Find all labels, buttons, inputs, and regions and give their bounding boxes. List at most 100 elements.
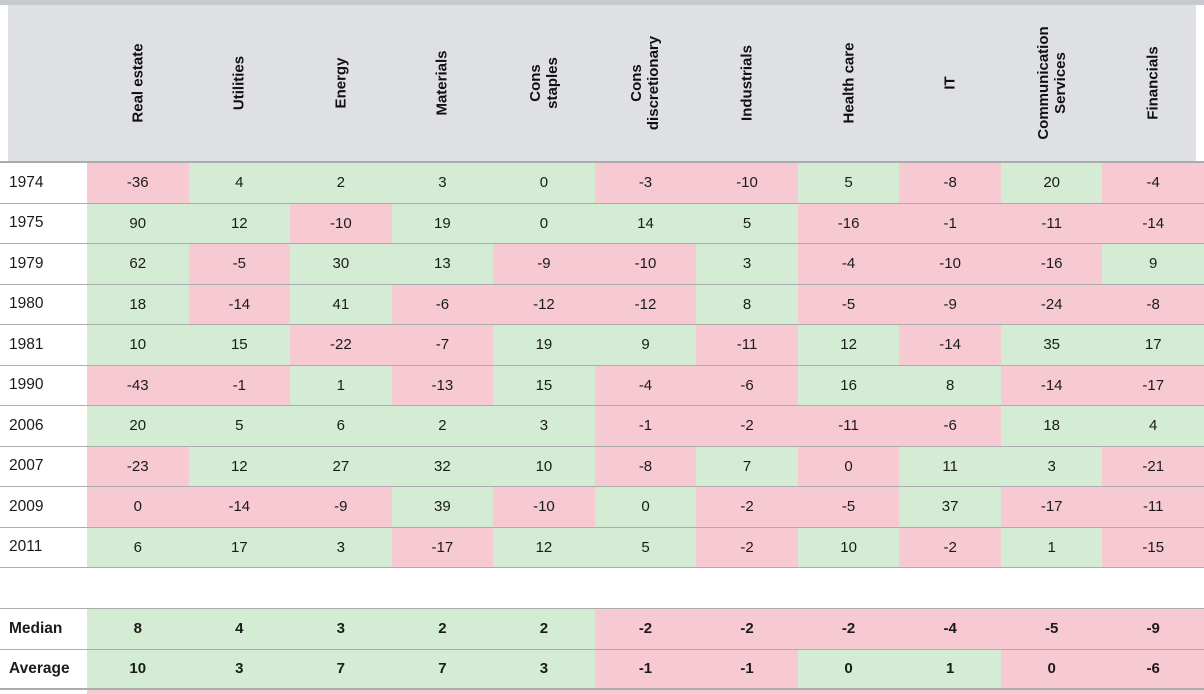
table-cell: 9 xyxy=(1102,244,1204,284)
table-cell: -14 xyxy=(1102,203,1204,243)
table-cell: -10 xyxy=(594,244,697,284)
table-cell: -17 xyxy=(1000,487,1103,527)
table-cell: 0 xyxy=(594,487,697,527)
table-cell: -1 xyxy=(594,649,697,688)
table-cell: 2 xyxy=(290,163,392,203)
column-header-label: Utilities xyxy=(230,55,248,111)
row-label: 2007 xyxy=(0,446,87,486)
table-cell: 3 xyxy=(1000,446,1103,486)
table-cell: 3 xyxy=(493,649,595,688)
table-cell: -9 xyxy=(1102,609,1204,649)
table-cell: -14 xyxy=(188,487,291,527)
table-cell: 5 xyxy=(797,163,900,203)
column-header-label: Cons discretionary xyxy=(628,35,663,131)
table-cell: -11 xyxy=(797,406,900,446)
table-cell: -6 xyxy=(1102,649,1204,688)
column-header-cons-discretionary: Cons discretionary xyxy=(595,5,697,161)
table-cell: 8 xyxy=(696,284,798,324)
table-cell: -2 xyxy=(696,406,798,446)
section-gap xyxy=(0,568,1204,609)
table-cell: -4 xyxy=(797,244,900,284)
table-cell: -3 xyxy=(594,163,697,203)
table-cell: 20 xyxy=(1000,163,1103,203)
table-cell: 4 xyxy=(188,609,291,649)
table-cell: 15 xyxy=(188,325,291,365)
table-cell: -16 xyxy=(797,203,900,243)
table-cell: -14 xyxy=(1000,365,1103,405)
table-cell: -10 xyxy=(290,203,392,243)
table-cell: -43 xyxy=(87,365,189,405)
table-cell: -5 xyxy=(188,244,291,284)
column-header-cons-staples: Cons staples xyxy=(493,5,595,161)
table-cell: 10 xyxy=(493,446,595,486)
table-cell: 2 xyxy=(391,609,494,649)
table-cell: 3 xyxy=(290,609,392,649)
table-cell: 1 xyxy=(290,365,392,405)
table-cell: 7 xyxy=(391,649,494,688)
table-cell: 1 xyxy=(899,649,1001,688)
table-cell: -22 xyxy=(290,325,392,365)
column-header-health-care: Health care xyxy=(798,5,900,161)
table-cell: 3 xyxy=(391,163,494,203)
table-cell: -5 xyxy=(797,284,900,324)
table-cell: 20 xyxy=(87,406,189,446)
row-label: 1980 xyxy=(0,284,87,324)
table-cell: 8 xyxy=(87,609,189,649)
table-cell: -15 xyxy=(1102,527,1204,567)
table-cell: -4 xyxy=(1102,163,1204,203)
table-cell: 4 xyxy=(1102,406,1204,446)
table-row-1981: 1981 10 15 -22 -7 19 9 -11 12 -14 35 17 xyxy=(0,325,1204,366)
table-cell: 27 xyxy=(290,446,392,486)
column-header-communication-services: Communication Services xyxy=(1001,5,1103,161)
table-cell: 0 xyxy=(493,203,595,243)
table-cell: -7 xyxy=(391,325,494,365)
table-cell: -2 xyxy=(797,609,900,649)
table-header: Real estate Utilities Energy Materials Cons … xyxy=(0,5,1204,163)
header-row: Real estate Utilities Energy Materials Cons … xyxy=(0,5,1204,161)
table-row-2006: 2006 20 5 6 2 3 -1 -2 -11 -6 18 4 xyxy=(0,406,1204,447)
table-cell: -4 xyxy=(899,609,1001,649)
table-cell: -9 xyxy=(493,244,595,284)
table-cell: 35 xyxy=(1000,325,1103,365)
table-cell: -14 xyxy=(899,325,1001,365)
column-header-industrials: Industrials xyxy=(696,5,798,161)
summary-rows: Median 8 4 3 2 2 -2 -2 -2 -4 -5 -9 Average 10 3 7 7 3 -1 -1… xyxy=(0,609,1204,690)
table-cell: -10 xyxy=(493,487,595,527)
table-row-1975: 1975 90 12 -10 19 0 14 5 -16 -1 -11 -14 xyxy=(0,203,1204,244)
table-cell: 37 xyxy=(899,487,1001,527)
table-cell: -17 xyxy=(1102,365,1204,405)
table-row-2011: 2011 6 17 3 -17 12 5 -2 10 -2 1 -15 xyxy=(0,527,1204,568)
row-label: 2006 xyxy=(0,406,87,446)
table-cell: -24 xyxy=(1000,284,1103,324)
table-cell: 15 xyxy=(493,365,595,405)
table-cell: -5 xyxy=(1000,609,1103,649)
table-cell: 12 xyxy=(493,527,595,567)
table-cell: 41 xyxy=(290,284,392,324)
table-cell: 12 xyxy=(188,446,291,486)
table-cell: -1 xyxy=(899,203,1001,243)
table-cell: 0 xyxy=(797,446,900,486)
row-label: 1979 xyxy=(0,244,87,284)
table-cell: -12 xyxy=(594,284,697,324)
column-header-real-estate: Real estate xyxy=(87,5,189,161)
row-label: 1975 xyxy=(0,203,87,243)
table-row-1990: 1990 -43 -1 1 -13 15 -4 -6 16 8 -14 -17 xyxy=(0,365,1204,406)
table-cell: -2 xyxy=(696,527,798,567)
table-cell: -36 xyxy=(87,163,189,203)
table-cell: 10 xyxy=(87,649,189,688)
row-label: 2011 xyxy=(0,527,87,567)
table-cell: 0 xyxy=(797,649,900,688)
table-cell: -6 xyxy=(696,365,798,405)
table-cell: -2 xyxy=(594,609,697,649)
table-cell: -10 xyxy=(696,163,798,203)
table-cell: 12 xyxy=(797,325,900,365)
row-label: 1974 xyxy=(0,163,87,203)
table-cell: -9 xyxy=(290,487,392,527)
table-cell: -2 xyxy=(696,487,798,527)
table-cell: -13 xyxy=(391,365,494,405)
table-cell: -23 xyxy=(87,446,189,486)
table-cell: 13 xyxy=(391,244,494,284)
table-cell: 3 xyxy=(493,406,595,446)
table-cell: 19 xyxy=(391,203,494,243)
table-cell: 14 xyxy=(594,203,697,243)
